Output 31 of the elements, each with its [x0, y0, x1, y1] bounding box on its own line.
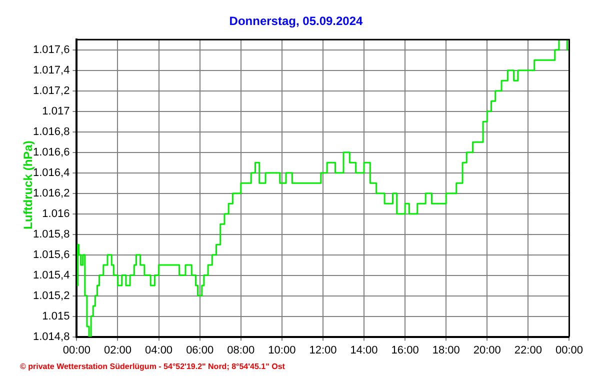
x-tick-label: 18:00 [432, 344, 460, 356]
y-tick-label: 1.015,6 [33, 248, 70, 261]
x-tick-label: 16:00 [391, 344, 419, 356]
y-tick-label: 1.016,2 [33, 187, 70, 200]
y-tick-label: 1.015,8 [33, 228, 70, 240]
y-tick-label: 1.016 [42, 208, 70, 220]
y-tick-label: 1.017,6 [33, 44, 70, 56]
x-tick-label: 10:00 [268, 344, 296, 356]
y-tick-label: 1.016,8 [33, 126, 70, 138]
x-tick-label: 14:00 [350, 344, 378, 356]
y-tick-label: 1.016,4 [33, 166, 70, 179]
y-tick-label: 1.017,2 [33, 84, 70, 97]
x-tick-label: 12:00 [309, 344, 337, 356]
y-tick-label: 1.017 [42, 105, 70, 118]
y-tick-label: 1.017,4 [33, 64, 70, 76]
x-tick-label: 00:00 [62, 344, 90, 356]
y-tick-label: 1.015,2 [33, 290, 70, 302]
y-axis-title: Luftdruck (hPa) [21, 140, 35, 230]
y-tick-label: 1.016,6 [33, 146, 70, 158]
y-tick-label: 1.015,4 [33, 269, 70, 282]
x-tick-label: 06:00 [186, 344, 214, 356]
x-tick-label: 08:00 [227, 344, 255, 356]
x-tick-label: 00:00 [555, 344, 583, 356]
text: © private Wetterstation Süderlügum - 54°52'19.2" Nord; 8°54'45.1" Ost [20, 362, 285, 371]
chart-title: Donnerstag, 05.09.2024 [228, 14, 364, 28]
x-tick-label: 04:00 [145, 344, 173, 356]
x-tick-label: 20:00 [473, 344, 501, 356]
y-tick-label: 1.014,8 [33, 330, 70, 343]
x-tick-label: 02:00 [104, 344, 132, 356]
x-tick-label: 22:00 [514, 344, 542, 356]
y-tick-label: 1.015 [42, 310, 70, 322]
